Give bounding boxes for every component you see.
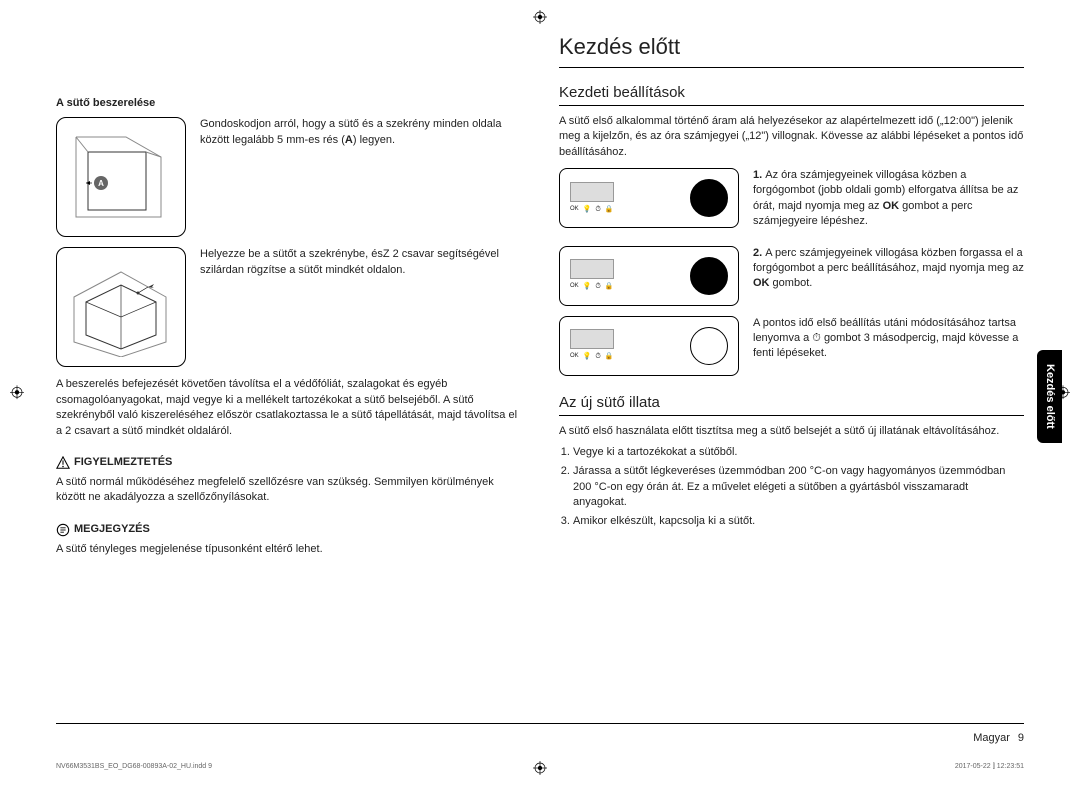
side-tab: Kezdés előtt: [1037, 350, 1062, 443]
warning-label: FIGYELMEZTETÉS: [56, 455, 172, 470]
step-row-3: OK💡⏱🔒 A pontos idő első beállítás utáni …: [559, 316, 1024, 376]
note-label: MEGJEGYZÉS: [56, 522, 150, 537]
section-new-oven-smell: Az új sütő illata: [559, 392, 1024, 413]
install-text-2: Helyezze be a sütőt a szekrénybe, ésZ 2 …: [200, 247, 521, 278]
print-footer: NV66M3531BS_EO_DG68-00893A-02_HU.indd 9 …: [56, 762, 1024, 772]
initial-settings-intro: A sütő első alkalommal történő áram alá …: [559, 114, 1024, 160]
print-filename: NV66M3531BS_EO_DG68-00893A-02_HU.indd 9: [56, 762, 212, 772]
step1-text: 1. Az óra számjegyeinek villogása közben…: [753, 168, 1024, 230]
step-row-1: OK💡⏱🔒 1. Az óra számjegyeinek villogása …: [559, 168, 1024, 236]
smell-intro: A sütő első használata előtt tisztítsa m…: [559, 424, 1024, 439]
footer-page-number: 9: [1018, 731, 1024, 746]
warning-icon: [56, 456, 70, 470]
install-paragraph: A beszerelés befejezését követően távolí…: [56, 377, 521, 439]
step2-text: 2. A perc számjegyeinek villogása közben…: [753, 246, 1024, 292]
footer-language: Magyar: [973, 731, 1010, 746]
page-columns: A sütő beszerelése A Gondoskodjon arról,…: [56, 32, 1024, 722]
left-column: A sütő beszerelése A Gondoskodjon arról,…: [56, 32, 521, 722]
footer-rule: [56, 723, 1024, 724]
svg-text:A: A: [98, 179, 104, 188]
right-column: Kezdés előtt Kezdeti beállítások A sütő …: [559, 32, 1024, 722]
section-rule-2: [559, 415, 1024, 416]
smell-step-2: Járassa a sütőt légkeveréses üzemmódban …: [573, 464, 1024, 510]
step-row-2: OK💡⏱🔒 2. A perc számjegyeinek villogása …: [559, 246, 1024, 306]
note-icon: [56, 523, 70, 537]
section-initial-settings: Kezdeti beállítások: [559, 82, 1024, 103]
smell-steps: Vegye ki a tartozékokat a sütőből. Járas…: [559, 445, 1024, 530]
install-text-1: Gondoskodjon arról, hogy a sütő és a sze…: [200, 117, 521, 148]
note-text: A sütő tényleges megjelenése típusonként…: [56, 542, 521, 557]
print-timestamp: 2017-05-22 ⫿ 12:23:51: [955, 762, 1024, 772]
install-diagram-2: [56, 247, 186, 367]
install-heading: A sütő beszerelése: [56, 96, 521, 111]
title-rule: [559, 67, 1024, 68]
control-panel-diagram-2: OK💡⏱🔒: [559, 246, 739, 306]
smell-step-1: Vegye ki a tartozékokat a sütőből.: [573, 445, 1024, 460]
smell-step-3: Amikor elkészült, kapcsolja ki a sütőt.: [573, 514, 1024, 529]
control-panel-diagram-3: OK💡⏱🔒: [559, 316, 739, 376]
warning-text: A sütő normál működéséhez megfelelő szel…: [56, 475, 521, 506]
page-title: Kezdés előtt: [559, 32, 1024, 63]
page-footer: Magyar 9: [56, 731, 1024, 746]
section-rule-1: [559, 105, 1024, 106]
step3-text: A pontos idő első beállítás utáni módosí…: [753, 316, 1024, 362]
install-diagram-1: A: [56, 117, 186, 237]
install-row-1: A Gondoskodjon arról, hogy a sütő és a s…: [56, 117, 521, 237]
install-row-2: Helyezze be a sütőt a szekrénybe, ésZ 2 …: [56, 247, 521, 367]
registration-mark-left: [10, 385, 24, 404]
control-panel-diagram-1: OK💡⏱🔒: [559, 168, 739, 228]
registration-mark-top: [533, 10, 547, 29]
